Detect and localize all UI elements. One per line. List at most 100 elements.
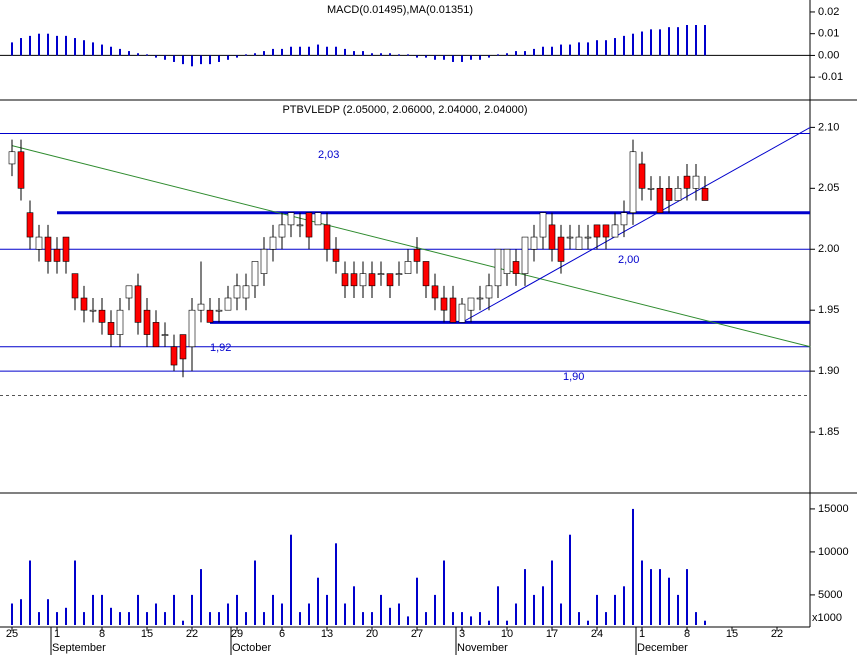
bar [128,612,130,625]
candle-body [575,236,583,250]
candle-body [305,212,313,238]
bar [551,46,553,56]
bar [677,27,679,56]
bar [533,48,535,56]
candle-body [341,273,349,287]
candle-body [197,303,205,311]
bar [146,54,148,56]
bar [659,29,661,56]
candle-body [251,261,259,287]
y-tick-label: 10000 [818,546,849,558]
candle-body [494,248,502,287]
candle-body [683,175,691,189]
bar [560,603,562,625]
candle-body [62,236,70,262]
candle-body [350,273,358,287]
x-tick-label: 27 [411,628,423,640]
bar [110,607,112,625]
y-tick-label: 0.02 [818,6,839,18]
bar [695,612,697,625]
bar [560,44,562,56]
bar [407,54,409,56]
bar [632,508,634,625]
bar [587,620,589,625]
bar [686,25,688,56]
bar [173,594,175,625]
y-tick-label: 0.01 [818,28,839,40]
bar [398,603,400,625]
bar [200,55,202,65]
bar [47,599,49,625]
candle-body [404,261,412,274]
bar [452,612,454,625]
bar [299,612,301,625]
candle-body [512,261,520,274]
bar [254,560,256,625]
candle-body [44,236,52,262]
bar [668,27,670,56]
bar [380,53,382,56]
bar [137,53,139,56]
bar [362,612,364,625]
unit-label: x1000 [812,612,842,624]
bar [443,55,445,60]
bar [326,46,328,56]
y-tick-label: 2.00 [818,243,839,255]
bar [272,48,274,56]
candle-body [89,309,97,312]
bar [371,612,373,625]
bar [362,51,364,56]
bar [587,42,589,56]
bar [299,46,301,56]
bar [119,612,121,625]
bar [659,569,661,625]
x-tick-label: 25 [6,628,18,640]
bar [704,620,706,625]
month-label: December [637,642,688,654]
bar [56,612,58,625]
bar [47,33,49,56]
x-tick-label: 8 [684,628,690,640]
candle-body [296,224,304,227]
annotation: 2,03 [318,149,339,161]
bar [533,594,535,625]
bar [326,594,328,625]
bar [569,44,571,56]
bar [119,48,121,56]
month-label: November [457,642,508,654]
candle-body [161,334,169,336]
bar [92,42,94,56]
y-tick-label: 1.95 [818,304,839,316]
bar [110,46,112,56]
candle-body [224,297,232,311]
bar [317,577,319,625]
price-title: PTBVLEDP (2.05000, 2.06000, 2.04000, 2.0… [282,104,527,116]
y-tick-label: 15000 [818,503,849,515]
x-tick-label: 1 [639,628,645,640]
bar [209,612,211,625]
candle-body [638,163,646,189]
bar [263,612,265,625]
bar [506,620,508,625]
candle-body [53,248,61,262]
candle-body [647,188,655,190]
bar [461,612,463,625]
bar [515,51,517,56]
bar [668,577,670,625]
bar [551,560,553,625]
y-tick-label: 5000 [818,589,842,601]
bar [497,586,499,625]
candle-body [143,309,151,335]
candle-body [386,273,394,287]
bar [407,616,409,625]
candle-body [188,309,196,348]
bar [308,46,310,56]
candle-body [35,236,43,250]
bar [425,612,427,625]
bar [245,54,247,56]
bar [452,55,454,62]
candle-body [323,224,331,250]
bar [155,603,157,625]
